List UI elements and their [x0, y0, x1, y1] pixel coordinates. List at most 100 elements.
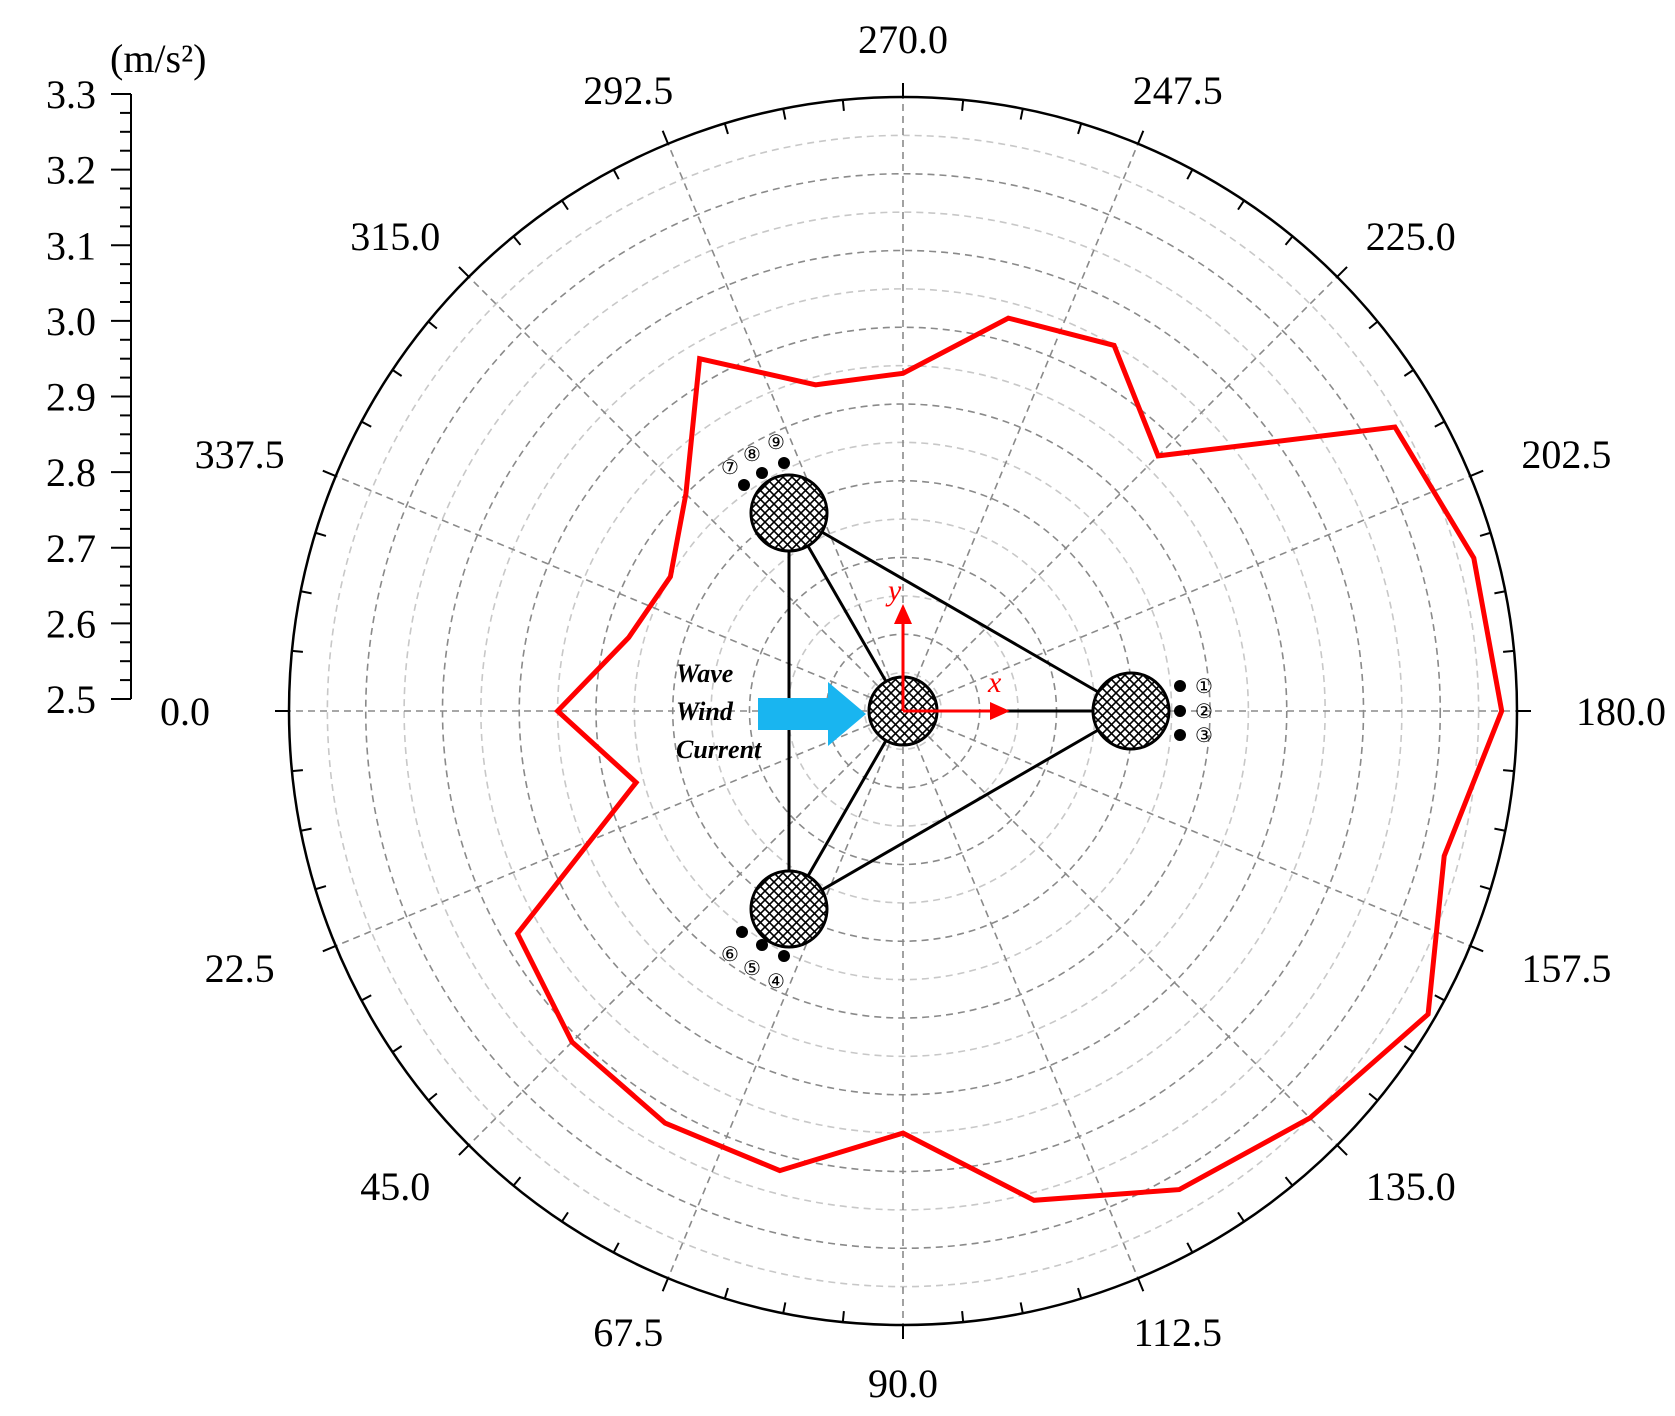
minor-tick	[361, 994, 372, 1002]
minor-tick	[361, 420, 372, 428]
minor-tick	[723, 1287, 729, 1299]
sensor-dot	[778, 950, 790, 962]
grid-spoke	[902, 710, 1471, 947]
minor-tick	[1019, 108, 1024, 120]
minor-tick	[1237, 199, 1245, 211]
minor-tick	[391, 1045, 403, 1053]
minor-tick	[1186, 1242, 1194, 1253]
minor-tick	[512, 1176, 522, 1187]
flow-label-wind: Wind	[676, 697, 734, 726]
minor-tick	[1479, 531, 1491, 537]
minor-tick	[1434, 994, 1445, 1002]
column-2	[749, 473, 829, 553]
grid-spoke	[335, 475, 904, 712]
sensor-label: ⑥	[721, 942, 739, 966]
angle-tick-label: 90.0	[868, 1361, 938, 1406]
data-series	[514, 315, 1505, 1203]
minor-tick	[315, 531, 327, 537]
angle-tick-labels: 0.0 22.5 45.0 67.5 90.0 112.5 135.0 157.5 180.0 2…	[160, 17, 1666, 1406]
grid-spoke	[902, 710, 1338, 1146]
sensor-label: ⑨	[767, 430, 785, 454]
grid-spoke	[902, 276, 1338, 712]
angle-tick-label: 45.0	[360, 1164, 430, 1209]
sensor-label: ⑤	[743, 956, 761, 980]
angle-tick	[1137, 1277, 1145, 1292]
grid-spoke	[335, 710, 904, 947]
sensor-dot	[756, 467, 768, 479]
minor-tick	[1403, 1045, 1415, 1053]
minor-tick	[612, 169, 620, 180]
minor-tick	[1284, 1176, 1294, 1187]
angle-tick	[322, 469, 337, 477]
angle-tick	[1137, 130, 1145, 145]
angle-tick-label: 22.5	[205, 946, 275, 991]
sensor-label: ⑦	[721, 455, 739, 479]
scale-tick-label: 3.1	[46, 223, 96, 268]
radial-scale: 2.5 2.6 2.7 2.8 2.9 3.0 3.1 3.2 3.3 (m/s²)	[46, 36, 206, 722]
x-arrow-head	[990, 702, 1010, 720]
minor-tick	[1502, 649, 1515, 653]
grid-circle-major	[518, 326, 1288, 1096]
minor-tick	[1186, 169, 1194, 180]
minor-tick	[1502, 769, 1515, 773]
angle-tick-label: 315.0	[350, 214, 440, 259]
scale-tick-label: 2.8	[46, 450, 96, 495]
grid-spoke	[667, 143, 904, 712]
minor-tick	[1237, 1211, 1245, 1223]
angle-tick-label: 337.5	[195, 432, 285, 477]
angle-tick-label: 225.0	[1366, 214, 1456, 259]
sensor-dot	[1174, 680, 1186, 692]
grid-spoke	[902, 143, 1139, 712]
flow-arrow-icon	[758, 682, 866, 746]
sensor-dot	[1174, 705, 1186, 717]
y-axis-letter: y	[885, 574, 902, 607]
minor-tick	[1077, 1287, 1083, 1299]
angle-tick	[1336, 266, 1348, 278]
flow-label-current: Current	[676, 735, 762, 764]
minor-tick	[1494, 827, 1506, 832]
sensor-label: ④	[767, 969, 785, 993]
minor-tick	[300, 590, 312, 595]
minor-tick	[291, 649, 304, 653]
grid-spoke	[902, 710, 1139, 1279]
minor-tick	[427, 320, 438, 330]
minor-tick	[1368, 320, 1379, 330]
x-axis-letter: x	[987, 666, 1002, 699]
minor-tick	[561, 1211, 569, 1223]
grid-spoke	[468, 710, 904, 1146]
minor-tick	[1019, 1302, 1024, 1314]
y-arrow-head	[894, 604, 912, 624]
angle-tick-label: 202.5	[1521, 432, 1611, 477]
grid-spoke	[667, 710, 904, 1279]
minor-tick	[291, 769, 304, 773]
scale-tick-label: 2.9	[46, 375, 96, 420]
scale-tick-label: 2.5	[46, 677, 96, 722]
scale-tick-label: 3.3	[46, 72, 96, 117]
angle-tick	[322, 945, 337, 953]
angle-tick-label: 112.5	[1134, 1310, 1223, 1355]
sensor-dot	[738, 479, 750, 491]
sensor-dot	[1174, 729, 1186, 741]
angle-tick	[661, 1277, 669, 1292]
sensor-label: ③	[1195, 723, 1213, 747]
minor-tick	[961, 99, 965, 112]
sensor-dot	[756, 939, 768, 951]
grid-circle-major	[364, 172, 1442, 1250]
minor-tick	[782, 1302, 787, 1314]
angle-tick-label: 292.5	[583, 68, 673, 113]
grid-circle-minor	[326, 134, 1480, 1288]
minor-tick	[391, 369, 403, 377]
minor-tick	[1284, 235, 1294, 246]
angle-tick	[1336, 1144, 1348, 1156]
minor-tick	[1403, 369, 1415, 377]
angle-tick-label: 247.5	[1133, 68, 1223, 113]
minor-tick	[315, 885, 327, 891]
minor-tick	[512, 235, 522, 246]
minor-tick	[723, 123, 729, 135]
minor-tick	[561, 199, 569, 211]
minor-tick	[612, 1242, 620, 1253]
minor-tick	[841, 99, 845, 112]
minor-tick	[782, 108, 787, 120]
angle-tick-label: 0.0	[160, 689, 210, 734]
